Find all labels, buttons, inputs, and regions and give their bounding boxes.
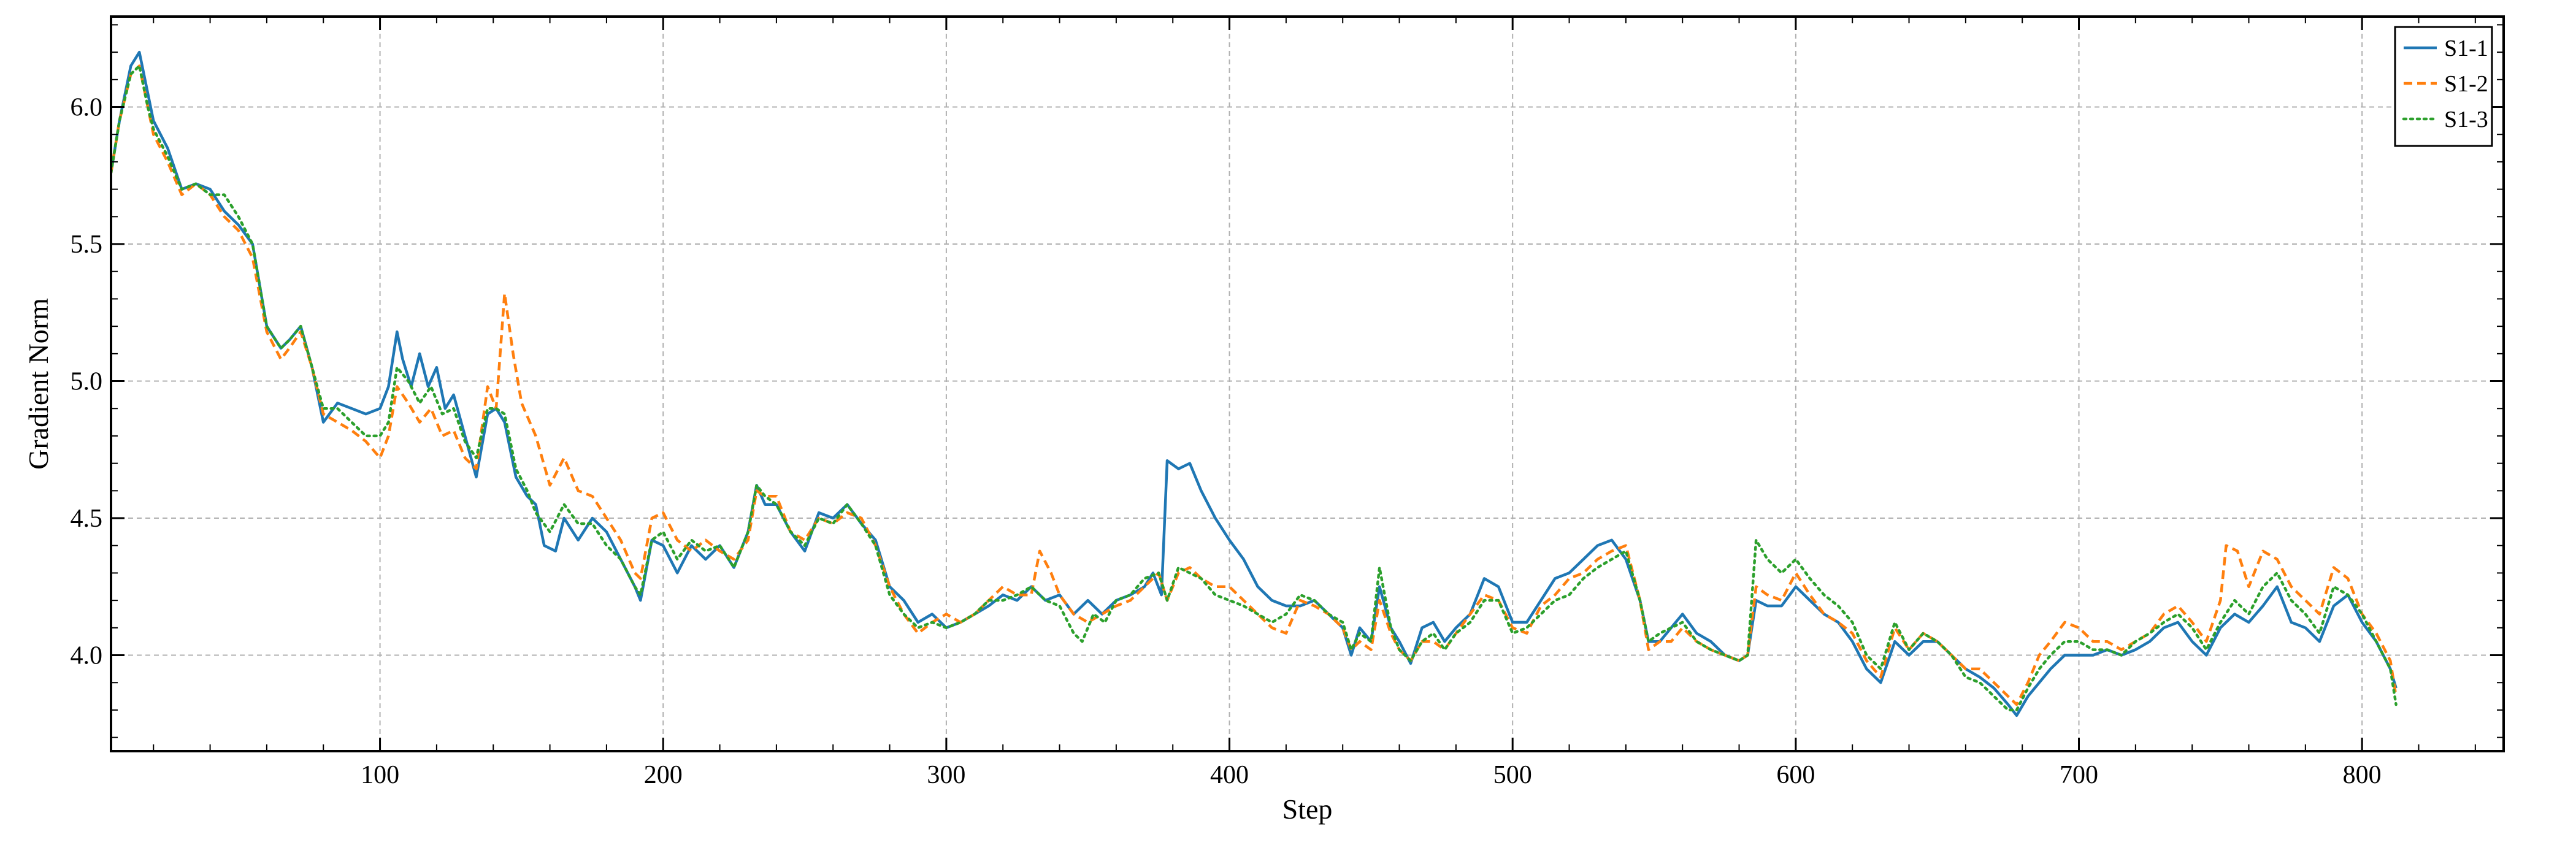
x-axis-title: Step (1282, 793, 1333, 825)
x-tick-label: 600 (1776, 761, 1815, 789)
x-tick-label: 700 (2060, 761, 2098, 789)
grid-lines (111, 17, 2504, 751)
y-axis-title: Gradient Norm (23, 298, 54, 470)
y-tick-label: 4.0 (71, 642, 103, 670)
x-tick-label: 400 (1210, 761, 1249, 789)
y-tick-label: 4.5 (71, 505, 103, 533)
legend: S1-1 S1-2 S1-3 (2394, 26, 2493, 147)
y-tick-label: 6.0 (71, 94, 103, 122)
x-tick-label: 800 (2343, 761, 2382, 789)
plot-frame (110, 15, 2505, 752)
series-lines (111, 50, 2398, 717)
legend-label-s1-3: S1-3 (2444, 107, 2488, 132)
tick-labels: 100 200 300 400 500 600 700 800 4.0 4.5 5.0 5.5 6.0 (71, 94, 2382, 789)
legend-label-s1-1: S1-1 (2444, 36, 2488, 61)
series-line-s1-2 (111, 64, 2398, 706)
y-tick-label: 5.0 (71, 368, 103, 396)
x-tick-label: 300 (927, 761, 965, 789)
legend-label-s1-2: S1-2 (2444, 71, 2488, 97)
x-tick-label: 100 (361, 761, 399, 789)
series-line-s1-1 (111, 50, 2398, 717)
y-tick-label: 5.5 (71, 231, 103, 259)
x-tick-label: 200 (644, 761, 683, 789)
x-tick-label: 500 (1493, 761, 1532, 789)
series-line-s1-3 (111, 64, 2398, 712)
